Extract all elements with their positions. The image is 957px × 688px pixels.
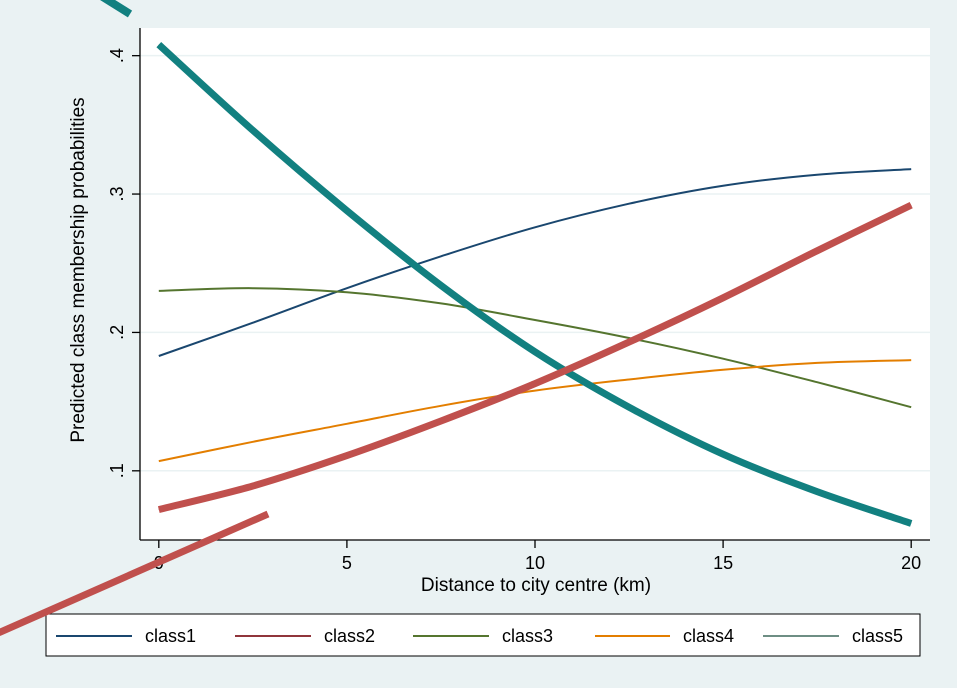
- annotation-layer: [0, 0, 913, 637]
- y-tick-label: .2: [107, 325, 127, 340]
- x-tick-label: 10: [525, 553, 545, 573]
- legend-label-class3: class3: [502, 626, 553, 646]
- teal-annotation-stroke: [100, 0, 133, 18]
- red-annotation-stroke: [0, 510, 270, 637]
- grid-layer: [140, 54, 930, 472]
- plot-area: [140, 28, 930, 540]
- red-annotation-stroke-curve: [157, 201, 913, 513]
- legend-label-class5: class5: [852, 626, 903, 646]
- series-line-class4: [158, 359, 912, 463]
- y-tick-label: .1: [107, 463, 127, 478]
- legend: class1 class2 class3 class4 class5: [45, 613, 921, 657]
- y-tick-label: .3: [107, 187, 127, 202]
- x-axis-label: Distance to city centre (km): [421, 575, 651, 596]
- series-line-class1: [158, 168, 912, 357]
- y-axis-label: Predicted class membership probabilities: [68, 97, 89, 442]
- legend-label-class1: class1: [145, 626, 196, 646]
- y-tick-label: .4: [107, 48, 127, 63]
- series-line-class3: [158, 287, 912, 409]
- legend-label-class4: class4: [683, 626, 734, 646]
- teal-annotation-stroke-curve: [156, 42, 913, 527]
- x-tick-label: 5: [342, 553, 352, 573]
- x-tick-label: 20: [901, 553, 921, 573]
- legend-label-class2: class2: [324, 626, 375, 646]
- x-tick-label: 15: [713, 553, 733, 573]
